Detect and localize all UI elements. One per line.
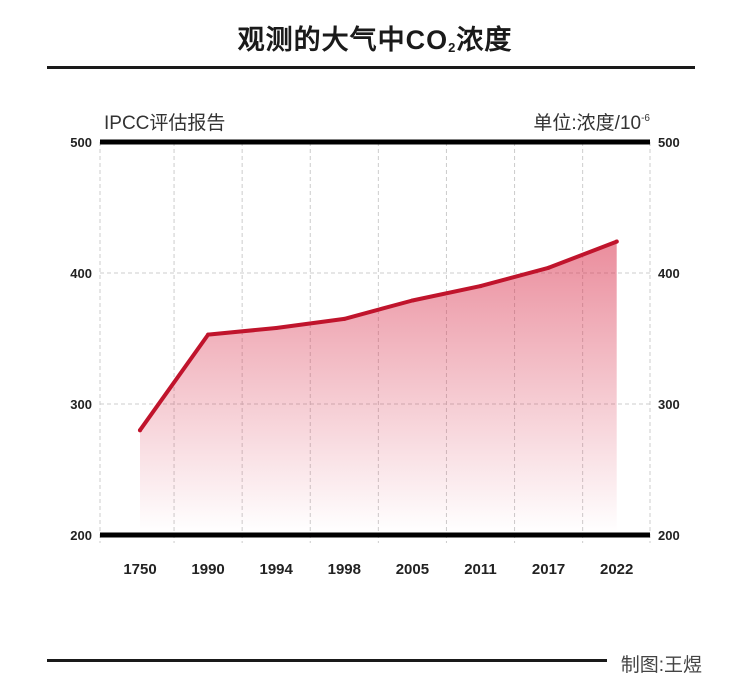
data-point: [614, 239, 619, 244]
data-point: [410, 298, 415, 303]
unit-exponent: -6: [641, 113, 650, 124]
tick-layer: 500 500 400 400 300 300 200 200 1750 1990 1994 1998…: [70, 135, 679, 578]
area-fill: [140, 241, 617, 532]
y-tick-left: 300: [70, 397, 92, 412]
source-label: IPCC评估报告: [104, 113, 226, 134]
data-point: [478, 284, 483, 289]
x-tick-label: 1994: [260, 561, 294, 578]
y-tick-right: 200: [658, 528, 680, 543]
y-tick-right: 400: [658, 266, 680, 281]
x-tick-label: 1990: [191, 561, 224, 578]
y-tick-right: 300: [658, 397, 680, 412]
chart-title-end: 浓度: [456, 25, 513, 55]
data-point: [342, 316, 347, 321]
y-tick-left: 500: [70, 135, 92, 150]
chart-title-subscript: 2: [448, 40, 457, 55]
chart-title: 观测的大气中CO2浓度: [0, 18, 750, 57]
data-point: [206, 332, 211, 337]
unit-label: 单位:浓度/10-6: [533, 108, 650, 135]
x-tick-label: 1998: [328, 561, 361, 578]
unit-text: 单位:浓度/10: [533, 113, 642, 134]
axis-layer: [100, 139, 650, 538]
x-tick-label: 2022: [600, 561, 633, 578]
data-point: [274, 326, 279, 331]
x-tick-label: 2017: [532, 561, 565, 578]
title-rule: [47, 66, 695, 69]
x-tick-label: 1750: [123, 561, 156, 578]
footer-rule: [47, 659, 607, 662]
y-tick-left: 200: [70, 528, 92, 543]
y-tick-right: 500: [658, 135, 680, 150]
chart-title-main: 观测的大气中CO: [237, 25, 449, 55]
y-tick-left: 400: [70, 266, 92, 281]
series-line: [138, 239, 619, 433]
data-point: [546, 265, 551, 270]
credit-label: 制图:王煜: [620, 655, 702, 676]
data-point: [138, 428, 142, 433]
x-tick-label: 2011: [464, 561, 497, 578]
x-tick-label: 2005: [396, 561, 429, 578]
